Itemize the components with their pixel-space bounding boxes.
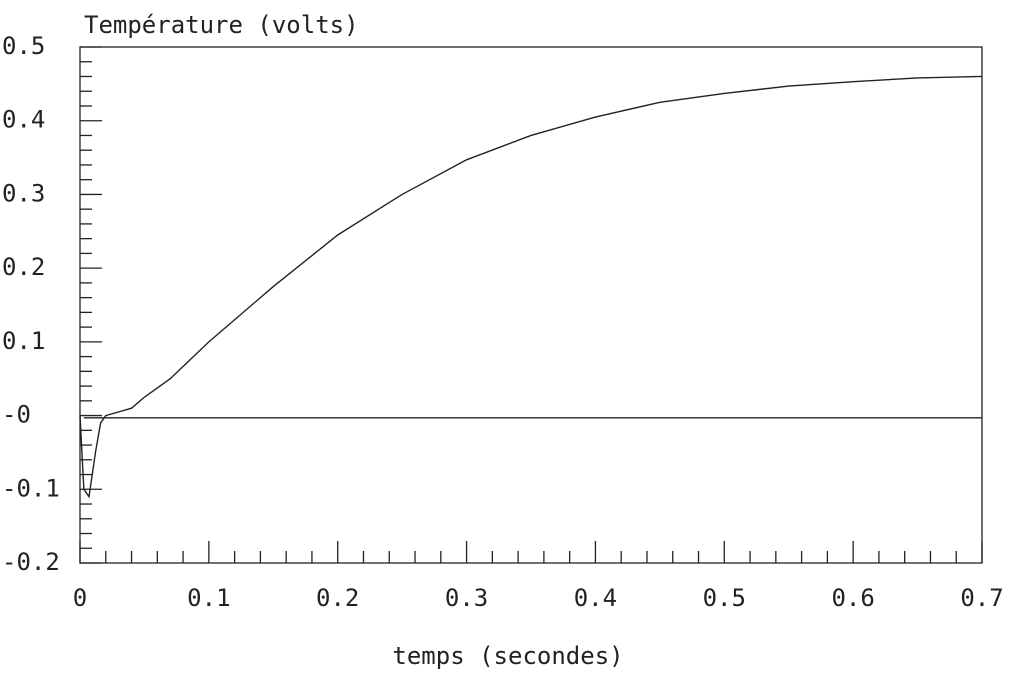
x-tick-label: 0 — [73, 584, 87, 612]
x-tick-label: 0.2 — [316, 584, 359, 612]
y-tick-label: -0 — [2, 401, 31, 429]
x-tick-label: 0.1 — [187, 584, 230, 612]
plot-frame — [79, 46, 983, 564]
y-tick-label: 0.4 — [2, 106, 45, 134]
data-line — [79, 75, 983, 499]
y-tick-label: 0.1 — [2, 327, 45, 355]
x-tick-label: 0.3 — [445, 584, 488, 612]
x-tick-label: 0.5 — [703, 584, 746, 612]
x-axis-label: temps (secondes) — [392, 642, 623, 670]
y-tick-label: -0.1 — [2, 474, 60, 502]
x-tick-label: 0.4 — [574, 584, 617, 612]
x-tick-label: 0.6 — [831, 584, 874, 612]
x-tick-label: 0.7 — [960, 584, 1003, 612]
y-tick-label: -0.2 — [2, 548, 60, 576]
chart-title: Température (volts) — [84, 11, 359, 39]
y-tick-label: 0.3 — [2, 179, 45, 207]
y-tick-label: 0.5 — [2, 32, 45, 60]
y-tick-label: 0.2 — [2, 253, 45, 281]
